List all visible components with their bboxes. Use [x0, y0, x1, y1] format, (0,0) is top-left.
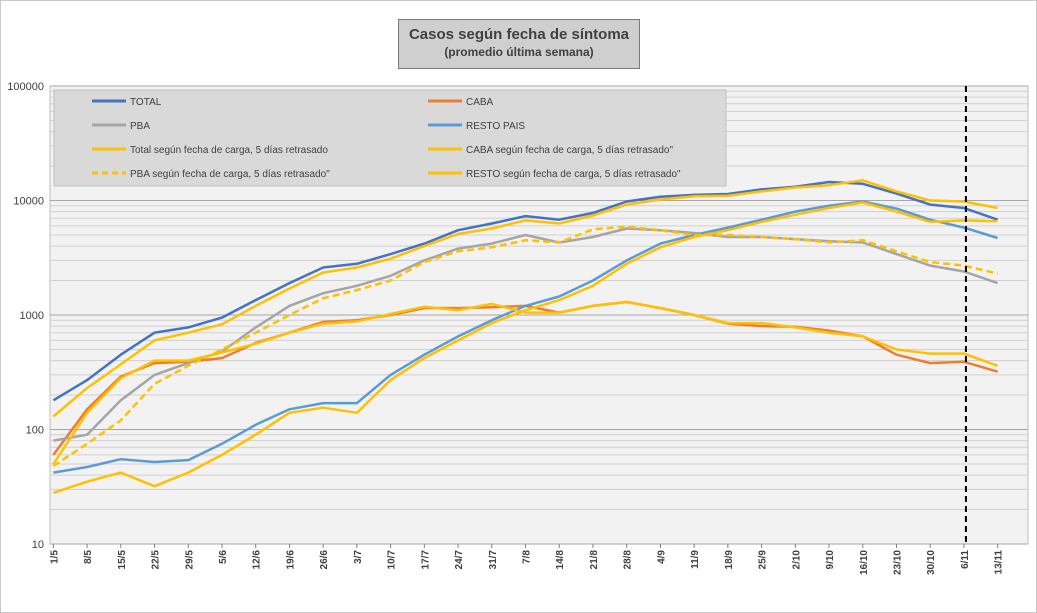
y-axis-ticks: 10 100 1000 10000 100000	[7, 81, 44, 551]
x-tick-label: 28/8	[623, 550, 634, 570]
series-line-5	[52, 300, 999, 465]
x-tick-label: 2/10	[791, 550, 802, 570]
x-tick-label: 3/7	[353, 550, 364, 564]
legend-label: CABA según fecha de carga, 5 días retras…	[466, 145, 673, 156]
x-tick-label: 19/6	[285, 550, 296, 570]
x-tick-label: 15/5	[117, 550, 128, 570]
x-tick-label: 14/8	[555, 550, 566, 570]
y-tick-label: 100000	[7, 81, 44, 93]
legend-label: RESTO PAIS	[466, 121, 525, 132]
series-line-6	[52, 225, 998, 468]
x-tick-label: 11/9	[690, 550, 701, 569]
chart-subtitle: (promedio última semana)	[444, 45, 594, 59]
x-tick-label: 5/6	[218, 550, 229, 564]
y-tick-label: 10	[32, 539, 44, 551]
y-tick-label: 1000	[20, 310, 44, 322]
x-tick-label: 6/11	[960, 550, 971, 569]
legend-label: RESTO según fecha de carga, 5 días retra…	[466, 169, 681, 180]
chart-title-box: Casos según fecha de síntoma (promedio ú…	[398, 19, 640, 69]
y-tick-label: 10000	[13, 196, 44, 208]
legend: TOTAL CABA PBA RESTO PAIS Total según fecha …	[92, 97, 681, 180]
x-tick-label: 4/9	[656, 550, 667, 564]
x-tick-label: 9/10	[825, 550, 836, 570]
x-tick-label: 26/6	[319, 550, 330, 570]
series-line-4	[52, 179, 998, 418]
x-tick-label: 23/10	[892, 550, 903, 575]
series-line-7	[53, 201, 998, 494]
legend-label: PBA según fecha de carga, 5 días retrasa…	[130, 169, 330, 180]
x-tick-label: 17/7	[420, 550, 431, 570]
x-tick-label: 8/5	[83, 550, 94, 564]
legend-label: Total según fecha de carga, 5 días retra…	[130, 145, 328, 156]
x-tick-label: 10/7	[387, 550, 398, 570]
x-tick-label: 7/8	[522, 550, 533, 564]
x-tick-label: 21/8	[589, 550, 600, 570]
legend-label: CABA	[466, 97, 494, 108]
series-lines	[52, 179, 999, 494]
legend-label: PBA	[130, 121, 150, 132]
x-tick-label: 25/9	[758, 550, 769, 570]
x-tick-label: 12/6	[252, 550, 263, 570]
legend-box	[53, 89, 727, 187]
x-tick-label: 1/5	[49, 550, 60, 564]
x-tick-label: 29/5	[184, 550, 195, 570]
x-tick-label: 31/7	[488, 550, 499, 570]
x-tick-label: 30/10	[926, 550, 937, 575]
x-tick-label: 18/9	[724, 550, 735, 570]
y-tick-label: 100	[26, 425, 44, 437]
x-tick-label: 24/7	[454, 550, 465, 570]
legend-label: TOTAL	[130, 97, 162, 108]
x-axis-ticks: 1/5 8/5 15/5 22/5 29/5 5/6 12/6 19/6 26/6 3/7 10/7…	[49, 544, 1005, 575]
chart-title: Casos según fecha de síntoma	[408, 26, 630, 43]
x-tick-label: 22/5	[151, 550, 162, 570]
x-tick-label: 13/11	[994, 550, 1005, 575]
x-tick-label: 16/10	[859, 550, 870, 575]
series-line-3	[53, 200, 998, 474]
